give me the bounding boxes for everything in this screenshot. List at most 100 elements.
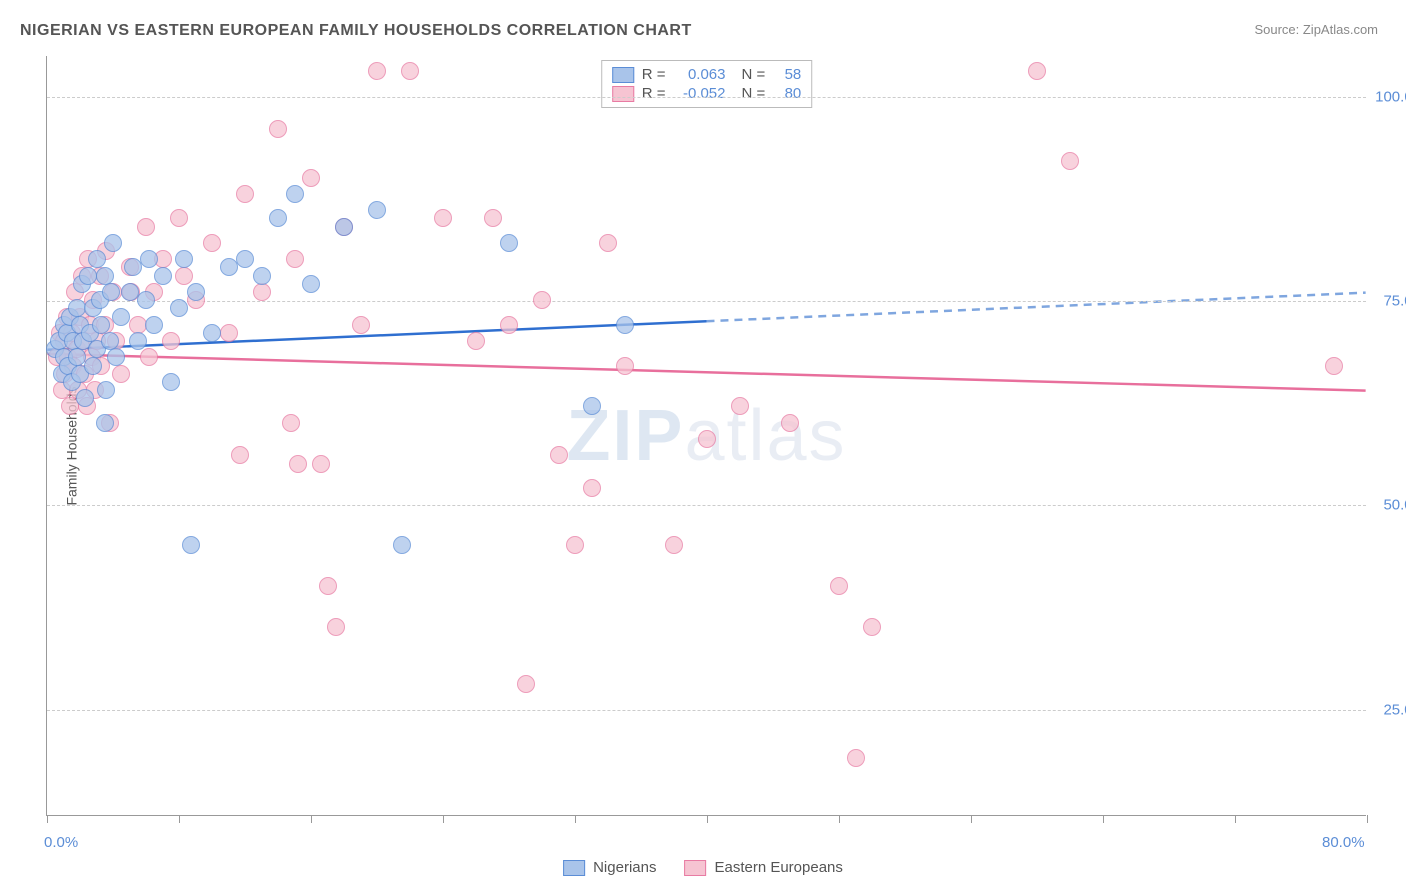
x-tick: [707, 815, 708, 823]
x-tick: [971, 815, 972, 823]
y-tick-label: 75.0%: [1383, 293, 1406, 310]
r-label: R =: [642, 66, 666, 83]
stats-legend-box: R = 0.063 N = 58R = -0.052 N = 80: [601, 60, 813, 108]
data-point: [154, 267, 172, 285]
data-point: [533, 291, 551, 309]
chart-container: NIGERIAN VS EASTERN EUROPEAN FAMILY HOUS…: [0, 0, 1406, 892]
source-label: Source: ZipAtlas.com: [1254, 22, 1378, 37]
data-point: [175, 267, 193, 285]
r-value: 0.063: [674, 66, 726, 83]
r-label: R =: [642, 85, 666, 102]
legend-label: Eastern Europeans: [714, 859, 842, 876]
data-point: [286, 250, 304, 268]
x-tick: [1103, 815, 1104, 823]
n-label: N =: [742, 66, 766, 83]
data-point: [187, 283, 205, 301]
data-point: [121, 283, 139, 301]
data-point: [92, 316, 110, 334]
data-point: [282, 414, 300, 432]
data-point: [312, 455, 330, 473]
data-point: [599, 234, 617, 252]
data-point: [145, 316, 163, 334]
data-point: [368, 62, 386, 80]
data-point: [97, 381, 115, 399]
data-point: [302, 169, 320, 187]
data-point: [84, 357, 102, 375]
data-point: [484, 209, 502, 227]
x-tick: [1235, 815, 1236, 823]
legend-label: Nigerians: [593, 859, 656, 876]
x-axis-max-label: 80.0%: [1322, 834, 1365, 851]
data-point: [731, 397, 749, 415]
stats-row: R =-0.052N =80: [612, 84, 802, 103]
bottom-legend: Nigerians Eastern Europeans: [563, 859, 843, 876]
data-point: [220, 258, 238, 276]
data-point: [124, 258, 142, 276]
data-point: [203, 324, 221, 342]
x-axis-min-label: 0.0%: [44, 834, 78, 851]
legend-swatch: [563, 860, 585, 876]
data-point: [1325, 357, 1343, 375]
data-point: [76, 389, 94, 407]
data-point: [1061, 152, 1079, 170]
data-point: [170, 299, 188, 317]
data-point: [203, 234, 221, 252]
data-point: [79, 267, 97, 285]
legend-item: Eastern Europeans: [684, 859, 842, 876]
data-point: [302, 275, 320, 293]
n-value: 80: [773, 85, 801, 102]
trend-line-extrapolated: [707, 293, 1366, 322]
gridline: [47, 505, 1366, 506]
gridline: [47, 97, 1366, 98]
data-point: [698, 430, 716, 448]
data-point: [140, 348, 158, 366]
data-point: [517, 675, 535, 693]
data-point: [129, 316, 147, 334]
data-point: [467, 332, 485, 350]
y-tick-label: 100.0%: [1375, 88, 1406, 105]
data-point: [104, 234, 122, 252]
data-point: [231, 446, 249, 464]
x-tick: [443, 815, 444, 823]
data-point: [500, 234, 518, 252]
data-point: [102, 283, 120, 301]
y-tick-label: 50.0%: [1383, 497, 1406, 514]
data-point: [327, 618, 345, 636]
data-point: [566, 536, 584, 554]
data-point: [269, 120, 287, 138]
data-point: [140, 250, 158, 268]
data-point: [781, 414, 799, 432]
x-tick: [311, 815, 312, 823]
x-tick: [1367, 815, 1368, 823]
x-tick: [839, 815, 840, 823]
data-point: [137, 291, 155, 309]
legend-item: Nigerians: [563, 859, 656, 876]
plot-area: ZIPatlas R =0.063N =58R =-0.052N =80 25.…: [46, 56, 1366, 816]
data-point: [162, 373, 180, 391]
data-point: [286, 185, 304, 203]
data-point: [269, 209, 287, 227]
data-point: [401, 62, 419, 80]
data-point: [107, 348, 125, 366]
data-point: [175, 250, 193, 268]
trend-line: [47, 354, 1365, 391]
data-point: [583, 479, 601, 497]
data-point: [1028, 62, 1046, 80]
data-point: [96, 414, 114, 432]
stats-row: R = 0.063 N = 58: [612, 65, 802, 84]
data-point: [289, 455, 307, 473]
r-value: -0.052: [674, 85, 726, 102]
chart-title: NIGERIAN VS EASTERN EUROPEAN FAMILY HOUS…: [20, 22, 692, 40]
data-point: [68, 299, 86, 317]
data-point: [88, 250, 106, 268]
data-point: [352, 316, 370, 334]
data-point: [112, 365, 130, 383]
data-point: [335, 218, 353, 236]
data-point: [129, 332, 147, 350]
x-tick: [179, 815, 180, 823]
x-tick: [575, 815, 576, 823]
data-point: [393, 536, 411, 554]
legend-swatch: [612, 86, 634, 102]
legend-swatch: [612, 67, 634, 83]
n-value: 58: [773, 66, 801, 83]
